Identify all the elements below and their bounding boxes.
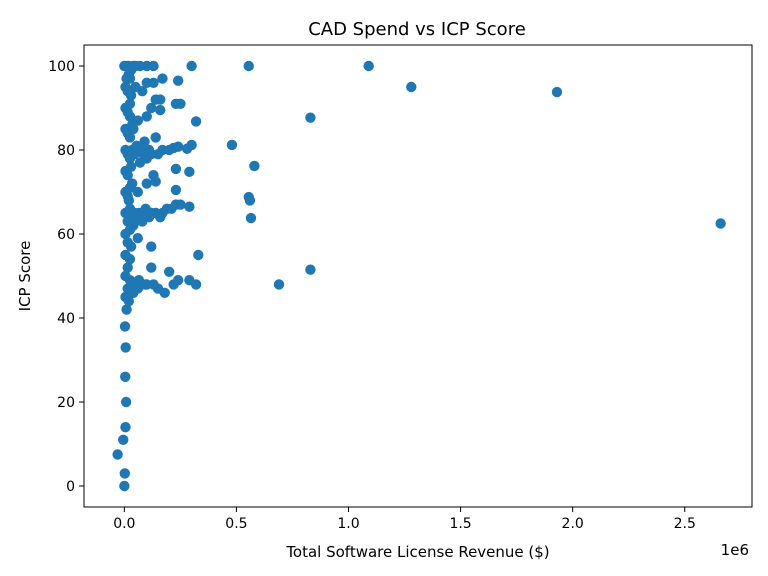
data-point (193, 249, 204, 261)
data-point (124, 132, 136, 143)
data-point (140, 203, 151, 214)
data-point (163, 266, 175, 277)
data-point (146, 241, 157, 252)
data-point (159, 287, 170, 298)
data-point (139, 136, 150, 147)
data-point (305, 264, 316, 275)
data-point (148, 170, 159, 181)
data-point (186, 60, 197, 72)
plot-frame (83, 44, 753, 508)
data-point (406, 81, 417, 93)
data-point (172, 141, 184, 152)
data-point (305, 112, 316, 123)
x-tick-label: 2.0 (562, 516, 584, 532)
x-tick-label: 2.5 (674, 516, 696, 532)
data-point (146, 102, 157, 114)
data-point (143, 144, 155, 156)
data-point (122, 86, 133, 97)
data-point (122, 170, 133, 181)
data-point (120, 291, 131, 303)
data-point (120, 396, 132, 408)
data-point (184, 201, 195, 212)
data-point (226, 139, 238, 151)
data-point (715, 218, 726, 229)
x-tick-label: 0.0 (113, 516, 135, 532)
y-tick-label: 80 (57, 143, 75, 159)
data-point (121, 304, 132, 315)
data-point (118, 434, 129, 445)
data-point (119, 480, 130, 492)
x-axis-offset-label: 1e6 (721, 541, 749, 559)
data-point (126, 178, 138, 189)
data-point (170, 184, 182, 196)
data-point (175, 199, 186, 210)
data-point (148, 77, 159, 89)
data-point (126, 119, 138, 130)
data-point (124, 111, 136, 122)
data-point (124, 98, 136, 110)
data-point (244, 195, 256, 206)
data-point (245, 212, 257, 224)
data-point (175, 98, 186, 110)
data-point (124, 254, 136, 265)
data-point (243, 60, 254, 72)
chart-title: CAD Spend vs ICP Score (308, 19, 526, 40)
y-tick-label: 100 (48, 59, 75, 75)
x-axis-label: Total Software License Revenue ($) (285, 543, 549, 561)
data-point (155, 104, 166, 116)
data-point (132, 233, 143, 244)
data-point (120, 371, 131, 382)
x-tick-label: 1.0 (337, 516, 359, 532)
y-tick-label: 0 (66, 479, 75, 495)
y-axis-label: ICP Score (16, 241, 34, 312)
data-point (112, 449, 123, 460)
data-point (130, 81, 141, 93)
data-point (273, 279, 285, 290)
data-point (186, 139, 197, 151)
data-point (146, 262, 157, 273)
data-point (140, 279, 151, 290)
x-axis-ticks: 0.0 0.5 1.0 1.5 2.0 2.5 (113, 507, 696, 532)
x-tick-label: 0.5 (225, 516, 247, 532)
y-tick-label: 20 (57, 395, 75, 411)
data-point (190, 279, 202, 290)
y-axis-ticks: 0 20 40 60 80 100 (48, 59, 84, 495)
data-point (122, 262, 133, 273)
data-point (119, 468, 130, 479)
data-point (122, 237, 133, 248)
data-point (155, 94, 166, 105)
data-points (112, 60, 726, 492)
y-tick-label: 60 (57, 227, 75, 243)
data-point (120, 342, 131, 353)
data-point (170, 163, 182, 175)
data-point (141, 111, 152, 122)
data-point (132, 186, 143, 198)
data-point (124, 73, 136, 84)
x-tick-label: 1.5 (449, 516, 471, 532)
y-tick-label: 40 (57, 311, 75, 327)
data-point (119, 321, 131, 332)
data-point (143, 212, 155, 223)
data-point (363, 60, 374, 72)
data-point (148, 60, 159, 72)
data-point (122, 191, 133, 202)
data-point (190, 116, 202, 127)
data-point (150, 132, 161, 143)
data-point (249, 160, 260, 172)
data-point (172, 275, 184, 286)
data-point (124, 224, 136, 235)
data-point (551, 86, 563, 98)
data-point (157, 73, 168, 84)
data-point (184, 166, 195, 178)
data-point (172, 75, 184, 86)
data-point (120, 422, 131, 433)
data-point (141, 178, 152, 189)
